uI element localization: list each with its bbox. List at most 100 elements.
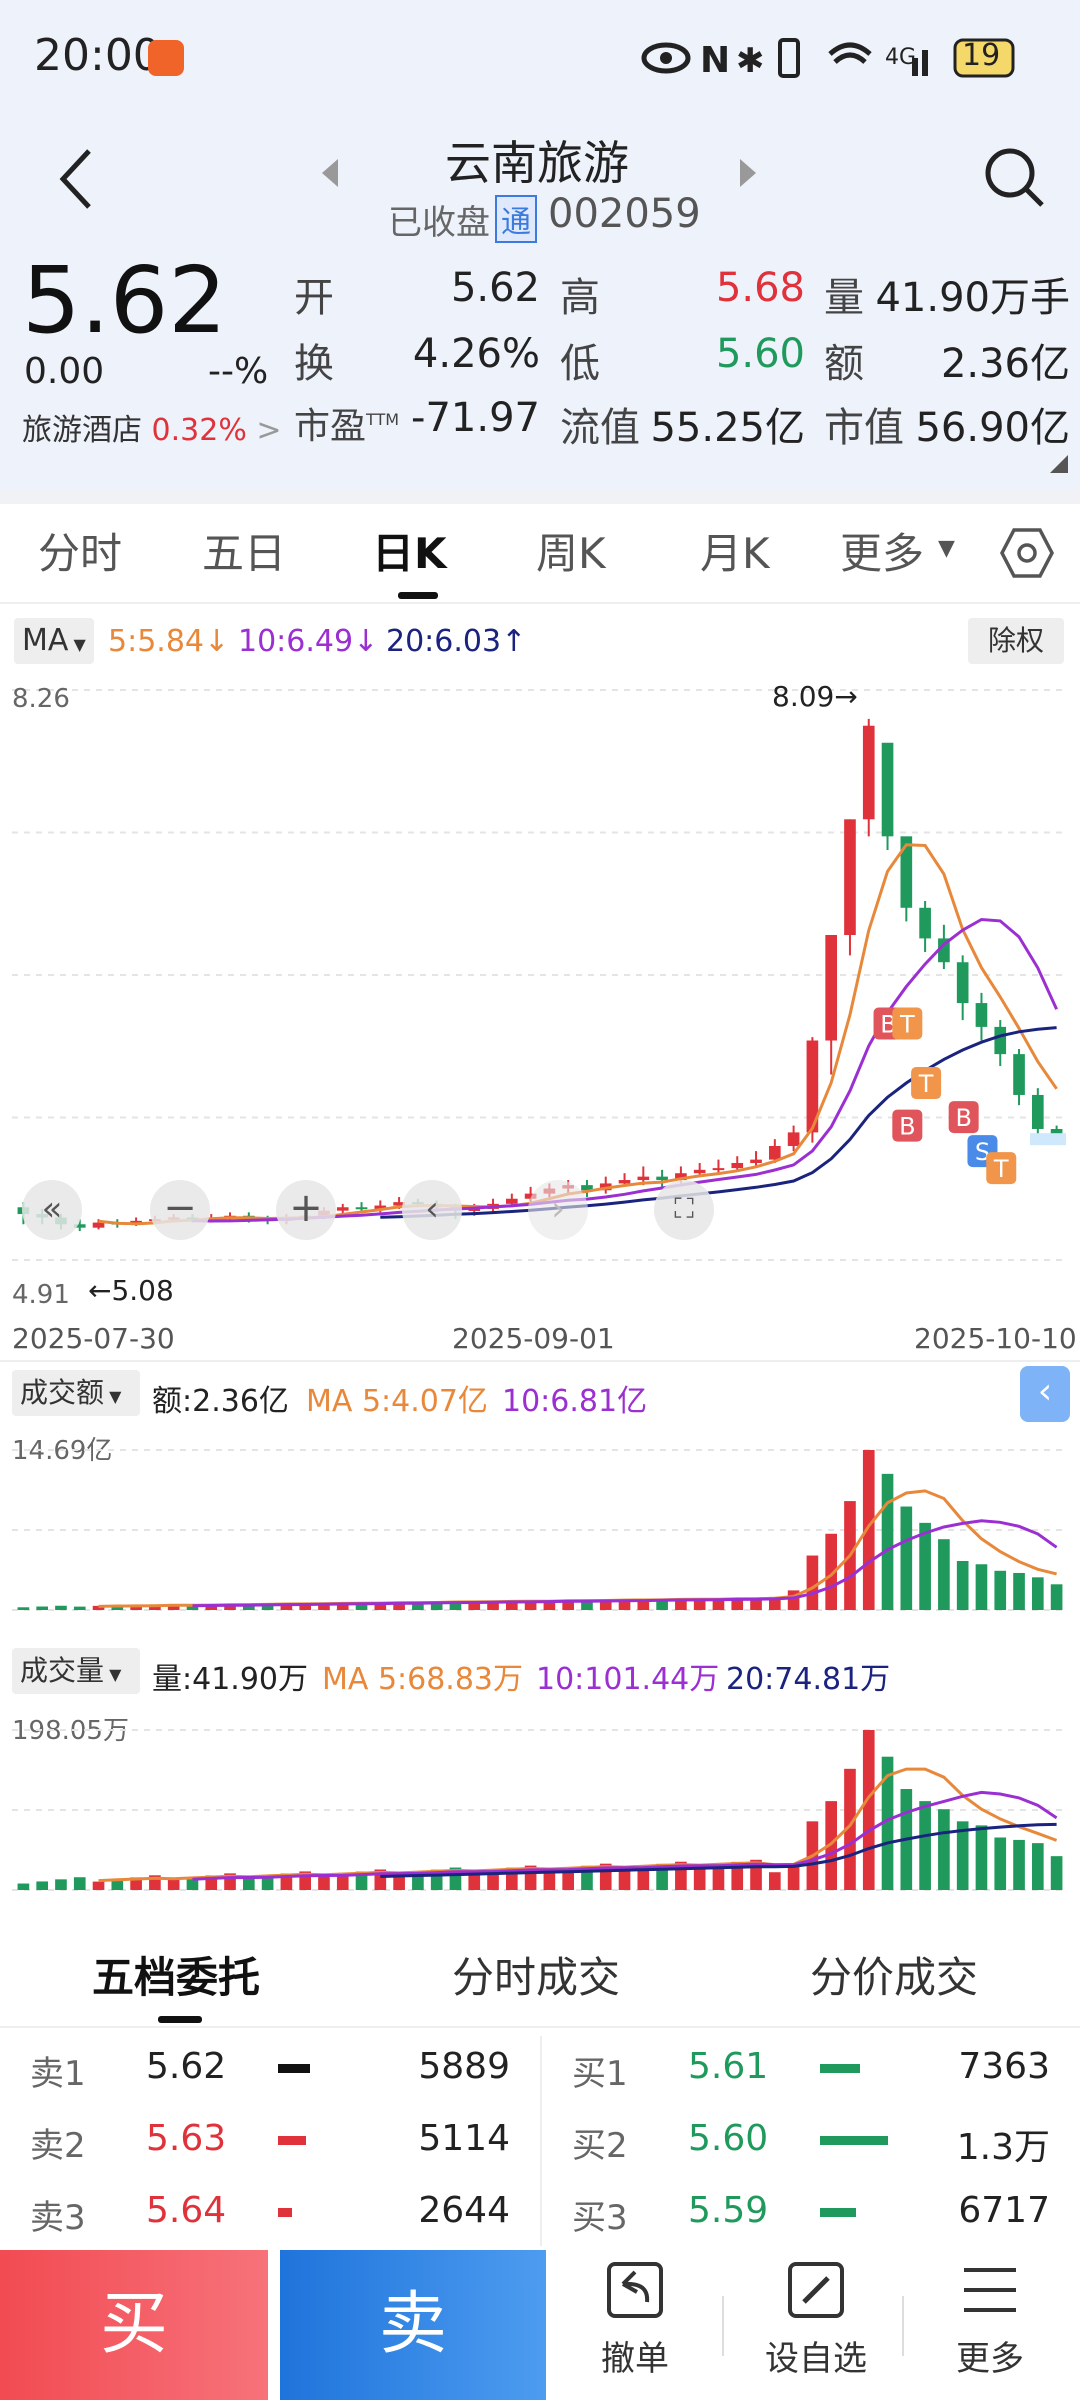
tab-daily-k[interactable]: 日K — [372, 529, 447, 578]
candle — [975, 1003, 988, 1027]
divider — [0, 2026, 1080, 2028]
svg-text:N: N — [700, 40, 730, 81]
pan-left-icon[interactable]: ‹ — [402, 1180, 462, 1240]
volume-bar — [581, 1865, 593, 1890]
candle — [618, 1180, 631, 1184]
last-price: 5.62 — [22, 247, 227, 354]
ask-price: 5.64 — [146, 2190, 227, 2231]
amount-value: 2.36亿 — [940, 341, 1070, 387]
ma10-line — [192, 1790, 1058, 1881]
svg-text:4G: 4G — [885, 45, 916, 70]
tab-weekly-k[interactable]: 周K — [536, 529, 606, 578]
more-button[interactable]: 更多 — [930, 2258, 1050, 2380]
volume-bar — [130, 1877, 142, 1890]
volume-bar — [543, 1600, 556, 1610]
volume-bar — [1013, 1572, 1025, 1610]
fullscreen-icon[interactable]: ⛶ — [654, 1180, 714, 1240]
scroll-start-icon[interactable]: « — [22, 1180, 82, 1240]
status-icons: N ✱ 4G — [641, 38, 1015, 81]
volume-bar — [637, 1600, 650, 1610]
candle — [919, 907, 931, 939]
volume-bar — [186, 1605, 199, 1610]
volume-bar — [280, 1603, 293, 1610]
zoom-out-icon[interactable]: − — [150, 1180, 210, 1240]
candle — [468, 1208, 481, 1211]
tab-indicator — [158, 2016, 202, 2023]
cancel-order-button[interactable]: 撤单 — [570, 2258, 700, 2380]
ma5-value: 5:5.84↓ — [108, 624, 230, 659]
amount-selector[interactable]: 成交额 ▼ — [12, 1370, 140, 1416]
volume-bar — [731, 1861, 744, 1890]
volume-bar — [167, 1604, 180, 1610]
volume-bar — [844, 1768, 856, 1890]
settings-hexagon-icon[interactable] — [1000, 526, 1054, 580]
volume-bar — [562, 1599, 575, 1610]
ask-volume: 2644 — [418, 2190, 510, 2231]
trade-marker-label: T — [993, 1155, 1009, 1183]
next-stock-icon[interactable] — [738, 155, 760, 191]
ask-price: 5.63 — [146, 2118, 227, 2159]
more-label: 更多 — [956, 2339, 1024, 2379]
volume-bar — [656, 1599, 668, 1610]
low-label: 低 — [560, 341, 600, 387]
tab-order-book[interactable]: 五档委托 — [92, 1953, 261, 2002]
undo-icon — [607, 2262, 663, 2318]
volume-bar — [1013, 1839, 1025, 1890]
back-icon[interactable] — [55, 147, 95, 211]
sector-link[interactable]: 旅游酒店 0.32% > — [22, 405, 282, 449]
market-cap-label: 市值 — [824, 405, 904, 451]
volume-bar — [186, 1877, 199, 1890]
volume-bar — [468, 1602, 481, 1610]
volume-bar — [468, 1871, 481, 1890]
tab-more[interactable]: 更多 — [840, 529, 925, 578]
bottom-actions — [546, 2250, 1080, 2400]
candle — [1013, 1054, 1025, 1095]
volume-value: 41.90万手 — [875, 275, 1070, 321]
high-value: 5.68 — [715, 265, 805, 311]
volume-bar — [975, 1825, 988, 1890]
volume-bar — [825, 1533, 838, 1610]
volume-bar — [261, 1603, 274, 1610]
candlestick-chart[interactable]: B TTB BST — [0, 676, 1080, 1336]
volume-bar — [675, 1861, 687, 1890]
volume-bar — [543, 1869, 556, 1890]
volume-selector[interactable]: 成交量 ▼ — [12, 1648, 140, 1694]
volume-bar — [825, 1801, 838, 1890]
bid-price: 5.59 — [688, 2190, 769, 2231]
ma-selector[interactable]: MA ▼ — [14, 618, 94, 664]
volume-bar — [487, 1601, 499, 1610]
trade-marker-label: B — [955, 1104, 971, 1132]
pan-right-icon[interactable]: › — [528, 1180, 588, 1240]
expand-corner-icon[interactable] — [1050, 455, 1068, 473]
amount-bar-chart — [12, 1449, 1068, 1611]
float-cap-label: 流值 — [560, 405, 640, 451]
ma10-line — [192, 1519, 1058, 1608]
volume-bar — [205, 1875, 218, 1890]
volume-bar — [618, 1868, 631, 1890]
tab-intraday[interactable]: 分时 — [38, 529, 123, 578]
candle — [768, 1146, 781, 1160]
tab-tick-trades[interactable]: 分时成交 — [452, 1953, 621, 2002]
collapse-panel-icon[interactable]: ‹ — [1020, 1366, 1070, 1422]
search-icon[interactable] — [982, 145, 1048, 211]
trade-marker-label: B — [899, 1113, 915, 1141]
tab-indicator — [398, 592, 438, 599]
volume-bar — [693, 1599, 706, 1610]
tab-monthly-k[interactable]: 月K — [700, 529, 770, 578]
volume-bar — [806, 1555, 819, 1610]
volume-bar — [1031, 1577, 1044, 1610]
tab-five-day[interactable]: 五日 — [202, 529, 287, 578]
sell-button[interactable]: 卖 — [280, 2250, 546, 2400]
tab-price-distribution[interactable]: 分价成交 — [810, 1953, 979, 2002]
price-change-pct: --% — [208, 351, 269, 392]
volume-bar — [17, 1607, 30, 1610]
add-watchlist-button[interactable]: 设自选 — [746, 2258, 886, 2380]
prev-stock-icon[interactable] — [318, 155, 340, 191]
date-mid: 2025-09-01 — [452, 1322, 615, 1355]
zoom-in-icon[interactable]: + — [276, 1180, 336, 1240]
turnover-label: 换 — [294, 341, 334, 387]
adjust-selector[interactable]: 除权 — [968, 618, 1064, 664]
volume-bar — [881, 1756, 894, 1890]
candle — [844, 819, 856, 936]
buy-button[interactable]: 买 — [0, 2250, 268, 2400]
